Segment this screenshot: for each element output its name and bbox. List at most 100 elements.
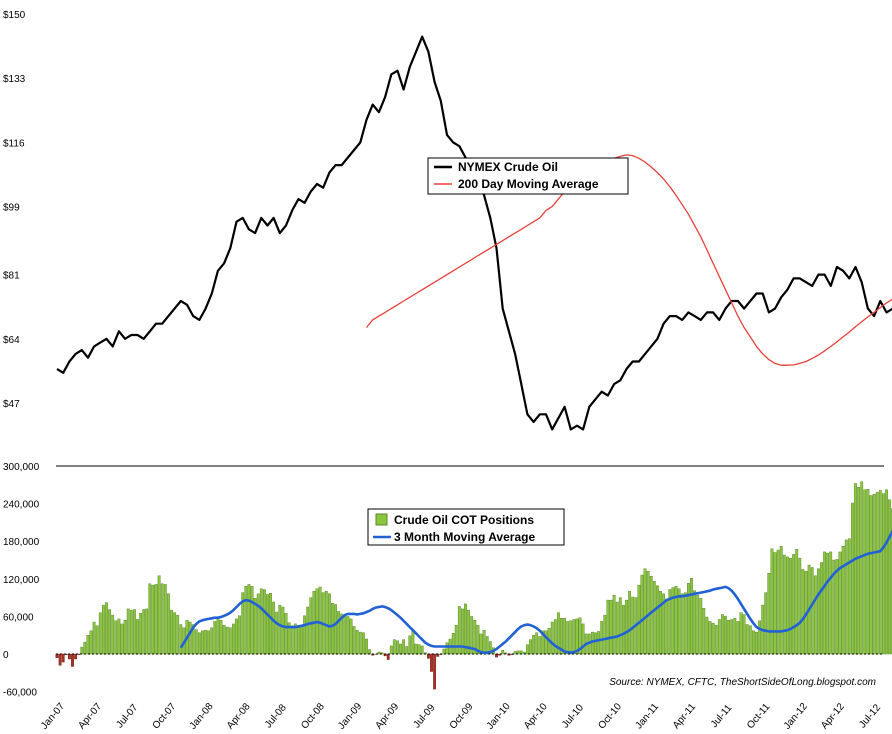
- x-tick-label: Jan-12: [782, 701, 810, 732]
- x-tick-label: Jul-09: [412, 702, 438, 730]
- cot-bar: [810, 567, 814, 655]
- cot-bar: [677, 588, 681, 655]
- cot-bar: [445, 642, 449, 655]
- cot-bar: [55, 653, 59, 658]
- cot-bar: [228, 627, 232, 655]
- cot-bar: [612, 594, 616, 655]
- cot-bar: [863, 489, 867, 655]
- x-tick-label: Oct-11: [745, 701, 773, 731]
- cot-bar: [253, 598, 257, 655]
- x-tick-label: Jan-07: [39, 701, 67, 732]
- price-ytick-label: $116: [3, 138, 25, 149]
- cot-bar: [752, 630, 755, 655]
- price-ytick-label: $150: [3, 10, 26, 21]
- cot-bar: [272, 601, 276, 655]
- cot-bar: [210, 627, 214, 655]
- cot-bar: [306, 606, 310, 655]
- cot-bar: [501, 650, 505, 655]
- cot-bar: [820, 562, 823, 655]
- cot-bar: [606, 599, 610, 655]
- cot-bar: [139, 613, 143, 655]
- cot-bar: [290, 625, 294, 655]
- cot-bar: [538, 636, 542, 655]
- cot-bar: [600, 621, 604, 655]
- x-tick-label: Apr-07: [76, 701, 104, 731]
- legend-label-crude: NYMEX Crude Oil: [458, 160, 558, 174]
- cot-bar: [683, 592, 687, 655]
- cot-bar: [776, 549, 780, 655]
- cot-bar: [817, 568, 820, 655]
- cot-bar: [259, 588, 263, 655]
- cot-bar: [114, 620, 118, 655]
- cot-bar: [389, 645, 393, 655]
- cot-bar: [176, 614, 180, 655]
- cot-bar: [714, 625, 718, 655]
- x-tick-label: Apr-11: [671, 701, 699, 731]
- cot-bar: [293, 623, 297, 655]
- cot-bar: [58, 653, 62, 666]
- cot-bar: [550, 621, 554, 655]
- cot-bar: [745, 624, 749, 655]
- cot-moving-average: [179, 529, 892, 654]
- x-tick-label: Jul-11: [709, 702, 735, 730]
- cot-bar: [488, 641, 492, 655]
- cot-bar: [303, 615, 307, 655]
- x-tick-label: Jan-08: [188, 701, 216, 732]
- cot-bar: [770, 548, 774, 655]
- cot-bar: [142, 609, 146, 655]
- cot-bar: [188, 621, 192, 655]
- cot-bar: [355, 630, 359, 655]
- x-tick-label: Jul-10: [560, 702, 586, 730]
- cot-bar: [646, 571, 650, 655]
- cot-ytick-label: -60,000: [3, 688, 37, 699]
- cot-bar: [352, 626, 356, 655]
- cot-bar: [201, 630, 204, 655]
- cot-bar: [813, 575, 817, 655]
- cot-bar: [457, 606, 461, 655]
- cot-bar: [225, 626, 229, 655]
- cot-bar: [659, 591, 662, 655]
- cot-bar: [297, 627, 300, 655]
- ma3m-line: [179, 529, 892, 654]
- cot-bar: [829, 551, 833, 655]
- cot-bar: [442, 648, 446, 655]
- cot-bar: [742, 614, 746, 655]
- cot-bar: [235, 618, 238, 655]
- cot-bar: [95, 625, 99, 655]
- x-tick-label: Jul-07: [114, 702, 140, 730]
- cot-bar: [328, 593, 331, 655]
- legend-label-cot: Crude Oil COT Positions: [394, 513, 534, 527]
- cot-bar: [615, 601, 619, 655]
- cot-bar: [485, 636, 489, 655]
- cot-bar: [362, 632, 365, 655]
- cot-bar: [711, 623, 715, 655]
- cot-bar: [80, 646, 84, 655]
- cot-bar: [727, 620, 731, 655]
- price-series: [56, 35, 892, 431]
- cot-bar: [244, 586, 248, 655]
- cot-bar: [123, 620, 127, 655]
- cot-bar: [148, 583, 152, 655]
- cot-ytick-label: 180,000: [3, 537, 40, 548]
- cot-bar: [414, 643, 418, 655]
- cot-ytick-label: 0: [3, 650, 9, 661]
- cot-bar: [278, 604, 282, 655]
- x-tick-label: Jan-10: [485, 701, 513, 732]
- cot-bar: [281, 606, 285, 655]
- cot-bar: [83, 641, 87, 655]
- price-ytick-label: $99: [3, 203, 20, 214]
- cot-bar: [222, 625, 226, 655]
- cot-bar: [275, 611, 279, 655]
- x-axis-labels: Jan-07 Apr-07 Jul-07 Oct-07 Jan-08 Apr-08 Jul-…: [39, 701, 883, 732]
- cot-bar: [758, 620, 762, 655]
- price-ytick-label: $133: [3, 74, 26, 85]
- cot-bar: [693, 590, 697, 655]
- cot-ytick-label: 120,000: [3, 575, 40, 586]
- cot-bar: [875, 492, 879, 655]
- cot-legend: Crude Oil COT Positions 3 Month Moving A…: [367, 508, 565, 546]
- x-tick-label: Apr-12: [819, 701, 847, 731]
- cot-bar: [563, 618, 567, 655]
- cot-bar: [851, 502, 854, 655]
- price-legend-box: [427, 157, 629, 195]
